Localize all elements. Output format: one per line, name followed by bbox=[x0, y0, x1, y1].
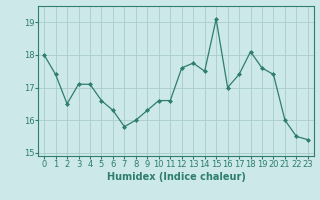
X-axis label: Humidex (Indice chaleur): Humidex (Indice chaleur) bbox=[107, 172, 245, 182]
